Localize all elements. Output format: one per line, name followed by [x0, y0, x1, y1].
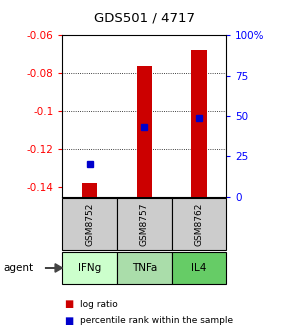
Text: IFNg: IFNg [78, 263, 101, 273]
Text: agent: agent [3, 263, 33, 273]
Text: TNFa: TNFa [132, 263, 157, 273]
Text: log ratio: log ratio [80, 300, 117, 308]
Text: IL4: IL4 [191, 263, 206, 273]
Text: GDS501 / 4717: GDS501 / 4717 [95, 12, 195, 25]
Bar [191, 50, 206, 197]
Text: percentile rank within the sample: percentile rank within the sample [80, 317, 233, 325]
Text: GSM8762: GSM8762 [194, 203, 203, 246]
Text: GSM8757: GSM8757 [140, 203, 149, 246]
Bar [137, 66, 152, 197]
Bar [82, 183, 97, 197]
Text: GSM8752: GSM8752 [85, 203, 94, 246]
Text: ■: ■ [64, 299, 73, 309]
Text: ■: ■ [64, 316, 73, 326]
